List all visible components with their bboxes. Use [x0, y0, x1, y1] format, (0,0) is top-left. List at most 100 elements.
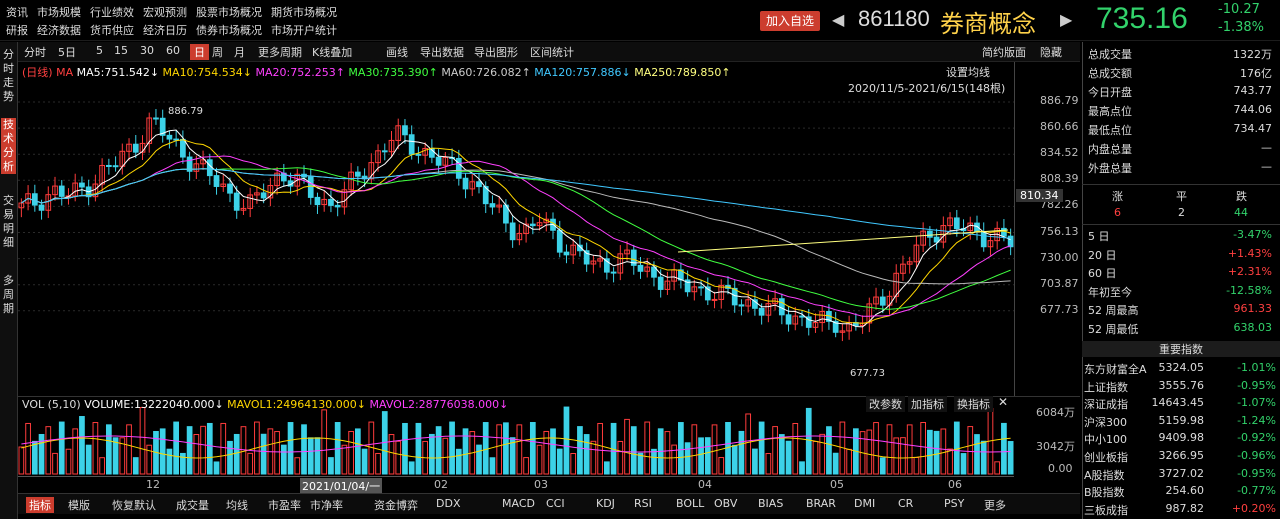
indicator-tab[interactable]: CCI	[546, 497, 565, 510]
indicator-tab[interactable]: RSI	[634, 497, 652, 510]
volume-bar	[953, 421, 960, 475]
indicator-tab[interactable]: 市盈率	[268, 499, 301, 512]
top-menu-item[interactable]: 行业绩效	[90, 6, 134, 19]
toolbar-item[interactable]: 月	[234, 46, 245, 59]
indicator-tab[interactable]: DMI	[854, 497, 876, 510]
top-menu-item[interactable]: 期货市场概况	[271, 6, 337, 19]
volume-bar	[583, 434, 590, 475]
toolbar-item[interactable]: 导出图形	[474, 46, 518, 59]
indicator-tab[interactable]: 市净率	[310, 499, 343, 512]
prev-stock-icon[interactable]: ◀	[832, 10, 845, 29]
indicator-tab[interactable]: KDJ	[596, 497, 615, 510]
edit-params-button[interactable]: 改参数	[866, 396, 905, 412]
tab-multi-period[interactable]: 多周期	[3, 274, 14, 315]
index-name[interactable]: B股指数	[1084, 486, 1125, 500]
top-menu-item[interactable]: 债券市场概况	[196, 24, 262, 37]
toolbar-item[interactable]: 周	[212, 46, 223, 59]
indicator-tab[interactable]: BRAR	[806, 497, 836, 510]
candle-body	[644, 266, 651, 272]
indicator-tab[interactable]: 指标	[26, 497, 54, 513]
candle-body	[415, 153, 422, 156]
volume-bar	[146, 444, 153, 475]
toolbar-item[interactable]: 区间统计	[530, 46, 574, 59]
add-indicator-button[interactable]: 加指标	[908, 396, 947, 412]
candle-body	[704, 286, 711, 301]
index-pct: -1.07%	[1237, 396, 1276, 410]
simple-layout-button[interactable]: 简约版面	[982, 46, 1026, 59]
toolbar-item[interactable]: 画线	[386, 46, 408, 59]
volume-bar	[678, 422, 684, 475]
top-menu-item[interactable]: 经济数据	[37, 24, 81, 37]
toolbar-item[interactable]: K线叠加	[312, 46, 353, 59]
volume-bar	[52, 452, 58, 475]
index-name[interactable]: 东方财富全A	[1084, 363, 1147, 376]
volume-chart[interactable]	[18, 396, 1080, 476]
index-name[interactable]: 沪深300	[1084, 415, 1127, 429]
volume-bar	[139, 407, 146, 475]
indicator-tab[interactable]: OBV	[714, 497, 738, 510]
indicator-tab[interactable]: 更多	[984, 499, 1006, 512]
index-name[interactable]: 中小100	[1084, 433, 1127, 447]
tab-technical[interactable]: 技术分析	[1, 118, 16, 174]
top-menu-item[interactable]: 研报	[6, 24, 28, 37]
candle-body	[927, 230, 933, 238]
indicator-tab[interactable]: BIAS	[758, 497, 784, 510]
candle-body	[307, 176, 314, 198]
volume-bar	[913, 457, 920, 475]
y-axis	[1014, 62, 1081, 396]
indicator-tab[interactable]: 恢复默认	[112, 499, 156, 512]
toolbar-item[interactable]: 15	[114, 44, 128, 57]
volume-bar	[476, 444, 482, 475]
next-stock-icon[interactable]: ▶	[1060, 10, 1073, 29]
toolbar-item[interactable]: 30	[140, 44, 154, 57]
toolbar-item[interactable]: 5日	[58, 46, 76, 59]
tab-time-sharing[interactable]: 分时走势	[3, 48, 14, 103]
candle-body	[873, 296, 879, 305]
candle-body	[247, 194, 254, 209]
indicator-tab[interactable]: DDX	[436, 497, 461, 510]
period-label: 年初至今	[1088, 285, 1132, 299]
indicator-tab[interactable]: PSY	[944, 497, 965, 510]
toolbar-item[interactable]: 60	[166, 44, 180, 57]
tab-trade-details[interactable]: 交易明细	[3, 194, 14, 249]
volume-bar	[294, 457, 301, 475]
kline-chart[interactable]: 886.79 677.73	[18, 62, 1080, 396]
top-menu-item[interactable]: 市场开户统计	[271, 24, 337, 37]
close-icon[interactable]: ✕	[998, 395, 1009, 409]
ma-settings-button[interactable]: 设置均线	[946, 66, 990, 79]
index-name[interactable]: A股指数	[1084, 468, 1125, 482]
index-value: 254.60	[1165, 484, 1205, 498]
top-menu-item[interactable]: 经济日历	[143, 24, 187, 37]
indicator-tab[interactable]: 均线	[226, 499, 248, 512]
index-name[interactable]: 深证成指	[1084, 398, 1128, 412]
index-name[interactable]: 上证指数	[1084, 380, 1128, 394]
indicator-tab[interactable]: 成交量	[176, 499, 209, 512]
top-menu-item[interactable]: 资讯	[6, 6, 28, 19]
indicator-tab[interactable]: BOLL	[676, 497, 705, 510]
volume-bar	[577, 426, 583, 475]
toolbar-item[interactable]: 分时	[24, 46, 46, 59]
toolbar-item[interactable]: 5	[96, 44, 103, 57]
indicator-tab[interactable]: 模版	[68, 499, 90, 512]
y-tick-label: 677.73	[1040, 302, 1079, 316]
indicator-tab[interactable]: CR	[898, 497, 914, 510]
hide-button[interactable]: 隐藏	[1040, 46, 1062, 59]
indicator-tab[interactable]: MACD	[502, 497, 535, 510]
index-name[interactable]: 创业板指	[1084, 451, 1128, 464]
indicator-tab[interactable]: 资金博弈	[374, 499, 418, 512]
toolbar-item[interactable]: 更多周期	[258, 46, 302, 59]
stat-label: 今日开盘	[1088, 86, 1132, 99]
price-change-pct: -1.38%	[1218, 20, 1264, 35]
top-menu-item[interactable]: 股票市场概况	[196, 6, 262, 19]
index-name[interactable]: 三板成指	[1084, 503, 1128, 517]
add-watchlist-button[interactable]: 加入自选	[760, 11, 820, 31]
toolbar-item[interactable]: 导出数据	[420, 46, 464, 59]
top-menu-item[interactable]: 货币供应	[90, 24, 134, 37]
change-indicator-button[interactable]: 换指标	[954, 396, 993, 412]
volume-bar	[624, 418, 630, 475]
top-menu-item[interactable]: 宏观预测	[143, 6, 187, 19]
volume-bar	[967, 426, 974, 475]
top-menu-item[interactable]: 市场规模	[37, 6, 81, 19]
toolbar-item[interactable]: 日	[190, 44, 209, 60]
ma-line	[21, 168, 1011, 285]
